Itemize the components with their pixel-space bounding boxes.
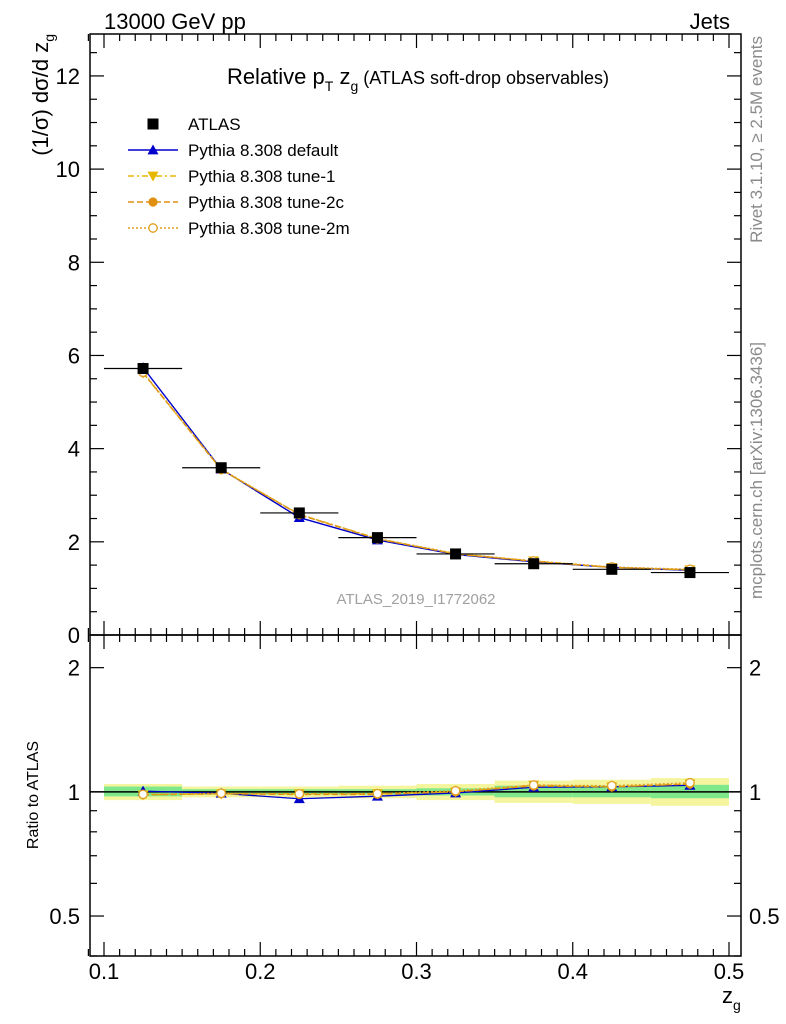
main-y-tick-label: 10 [56,157,80,182]
data-point [450,548,462,560]
process-label: Jets [690,9,730,34]
data-point [371,532,383,544]
data-point [293,507,305,519]
ratio-y-tick-label: 1 [68,780,80,805]
legend-label: Pythia 8.308 default [188,141,339,160]
legend: ATLAS Pythia 8.308 default Pythia 8.308 tu… [128,115,350,238]
x-tick-label: 0.4 [557,959,588,984]
data-point [137,363,149,375]
ratio-point [294,788,305,799]
ratio-point [528,780,539,790]
legend-marker [148,197,158,207]
ratio-frame [89,634,742,957]
ratio-point [138,789,148,800]
mcplots-label: mcplots.cern.ch [arXiv:1306.3436] [747,342,766,599]
plot-title: Relative pT zg (ATLAS soft-drop observab… [227,64,609,94]
main-y-tick-label: 0 [68,623,80,648]
ratio-y-tick-label-right: 0.5 [749,904,780,929]
main-y-tick-label: 6 [68,343,80,368]
ratio-series-line [143,783,690,796]
ratio-y-tick-label: 0.5 [49,904,80,929]
data-point [606,563,618,575]
main-series-line [142,371,690,571]
ratio-point [606,780,617,791]
ratio-series-line [143,782,690,796]
ratio-point [685,777,695,788]
x-axis-label: zg [722,983,741,1013]
legend-label: Pythia 8.308 tune-2m [188,219,350,238]
ratio-point [216,788,227,799]
main-y-tick-label: 4 [68,437,80,462]
x-tick-label: 0.5 [714,959,745,984]
main-y-axis-label: (1/σ) dσ/d zg [28,34,57,156]
data-point [684,567,696,579]
energy-label: 13000 GeV pp [104,9,246,34]
analysis-watermark: ATLAS_2019_I1772062 [336,591,495,608]
main-y-tick-label: 2 [68,530,80,555]
rivet-label: Rivet 3.1.10, ≥ 2.5M events [747,36,766,243]
legend-marker [148,223,158,233]
ratio-point [372,788,383,799]
ratio-y-tick-label-right: 2 [749,656,761,681]
ratio-y-tick-label-right: 1 [749,780,761,805]
x-tick-label: 0.2 [245,959,276,984]
ratio-y-tick-label: 2 [68,656,80,681]
ratio-point [450,785,461,796]
main-y-tick-label: 12 [56,64,80,89]
data-point [528,558,540,570]
x-tick-label: 0.3 [401,959,432,984]
legend-marker [147,144,159,155]
ratio-y-axis-label: Ratio to ATLAS [25,741,42,849]
legend-label: Pythia 8.308 tune-1 [188,167,335,186]
main-y-tick-label: 8 [68,250,80,275]
ratio-panel: 0.5 0.5 1 1 2 2 0.1 0.2 0.3 0.4 0.5 [49,634,780,984]
legend-marker [147,118,159,130]
x-tick-label: 0.1 [89,959,120,984]
legend-label: Pythia 8.308 tune-2c [188,193,344,212]
main-series-line [142,372,690,571]
data-point [215,462,227,474]
legend-marker [147,171,159,182]
legend-label: ATLAS [188,115,241,134]
